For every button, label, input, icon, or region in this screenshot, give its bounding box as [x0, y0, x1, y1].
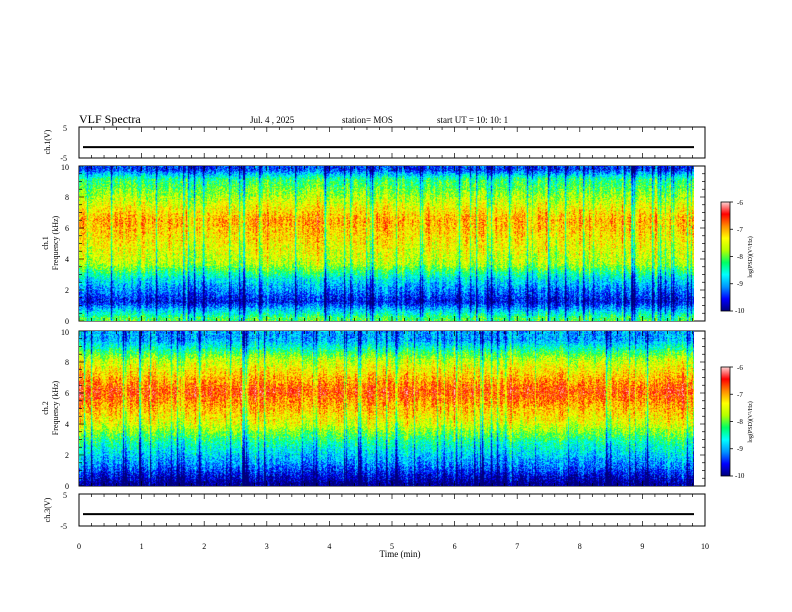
ch1-voltage-frame [78, 126, 706, 159]
time-axis-tick-label: 10 [701, 542, 709, 551]
ch1-cb-tick-8: -8 [737, 253, 743, 261]
ch2-spectrogram-ticks [78, 330, 706, 487]
ch3-voltage-ylabel: ch.3(V) [43, 497, 52, 522]
date-label: Jul. 4 , 2025 [250, 115, 295, 125]
time-axis-tick-label: 4 [327, 542, 331, 551]
ch1-spectrogram-image [79, 166, 694, 321]
ch1-colorbar-label: log(PSD)(V²/Hz) [747, 236, 754, 277]
time-axis-tick-label: 1 [140, 542, 144, 551]
ch1-colorbar-bar [720, 201, 731, 312]
ch1-cb-tick-6: -6 [737, 199, 743, 207]
station-label: station= MOS [342, 115, 393, 125]
time-axis-tick-label: 0 [77, 542, 81, 551]
ch1-ytick-10: 10 [61, 163, 69, 172]
time-axis-tick-labels: 0 1 2 3 4 5 6 7 8 9 10 [77, 542, 709, 551]
ch2-cb-tick-10: -10 [735, 472, 745, 480]
ch1-spectrogram-panel: 0 2 4 6 8 10 ch.1 Frequency (kHz) [41, 163, 706, 326]
ch2-colorbar-label: log(PSD)(V²/Hz) [747, 401, 754, 442]
ch1-cb-tick-9: -9 [737, 280, 743, 288]
ch1-ytick-4: 4 [65, 255, 69, 264]
time-axis-tick-label: 7 [515, 542, 519, 551]
ch2-ytick-8: 8 [65, 358, 69, 367]
time-axis-tick-label: 3 [265, 542, 269, 551]
ch3-voltage-ytick-top: 5 [63, 491, 67, 500]
ch1-voltage-ylabel: ch.1(V) [43, 129, 52, 154]
ch2-spectrogram-image [79, 331, 694, 486]
ch2-cb-tick-6: -6 [737, 364, 743, 372]
ch1-colorbar-ticks [730, 201, 733, 312]
figure-title: VLF Spectra [79, 112, 141, 126]
ch3-voltage-ticks [78, 494, 706, 526]
ch3-voltage-panel: 5 -5 ch.3(V) [43, 491, 706, 531]
ch1-spectrogram-ticks [78, 165, 706, 322]
ch2-ytick-2: 2 [65, 451, 69, 460]
ch3-voltage-frame [78, 493, 706, 527]
ch3-voltage-ytick-bottom: -5 [60, 522, 67, 531]
time-axis-label: Time (min) [380, 549, 421, 559]
ch2-spectrogram-panel: 0 2 4 6 8 10 ch.2 Frequency (kHz) [41, 328, 706, 491]
time-axis-tick-label: 8 [578, 542, 582, 551]
ch2-ytick-4: 4 [65, 420, 69, 429]
ch2-colorbar: -6 -7 -8 -9 -10 log(PSD)(V²/Hz) [720, 364, 754, 480]
time-axis-tick-label: 2 [202, 542, 206, 551]
ch2-colorbar-ticks [730, 366, 733, 477]
ch2-ytick-0: 0 [65, 482, 69, 491]
ch1-ylabel-channel: ch.1 [41, 236, 50, 250]
ch1-ytick-2: 2 [65, 286, 69, 295]
ch2-ytick-10: 10 [61, 328, 69, 337]
ch2-cb-tick-9: -9 [737, 445, 743, 453]
ch1-voltage-ytick-bottom: -5 [60, 154, 67, 163]
ch2-colorbar-bar [720, 366, 731, 477]
ch1-ytick-8: 8 [65, 193, 69, 202]
ch2-cb-tick-7: -7 [737, 391, 743, 399]
ch1-voltage-ytick-top: 5 [63, 124, 67, 133]
ch1-ytick-6: 6 [65, 224, 69, 233]
ch1-cb-tick-7: -7 [737, 226, 743, 234]
ch2-ytick-6: 6 [65, 389, 69, 398]
ch2-cb-tick-8: -8 [737, 418, 743, 426]
ch1-ytick-0: 0 [65, 317, 69, 326]
ch1-cb-tick-10: -10 [735, 307, 745, 315]
time-axis-tick-label: 5 [390, 542, 394, 551]
ch1-voltage-panel: 5 -5 ch.1(V) [43, 124, 706, 163]
ch2-ylabel-frequency: Frequency (kHz) [51, 380, 60, 435]
time-axis-tick-label: 6 [453, 542, 457, 551]
ch1-voltage-ticks [78, 127, 706, 158]
ch2-ylabel-channel: ch.2 [41, 401, 50, 415]
ch1-colorbar: -6 -7 -8 -9 -10 log(PSD)(V²/Hz) [720, 199, 754, 315]
ch1-ylabel-frequency: Frequency (kHz) [51, 215, 60, 270]
start-ut-label: start UT = 10: 10: 1 [437, 115, 508, 125]
time-axis-tick-label: 9 [640, 542, 644, 551]
